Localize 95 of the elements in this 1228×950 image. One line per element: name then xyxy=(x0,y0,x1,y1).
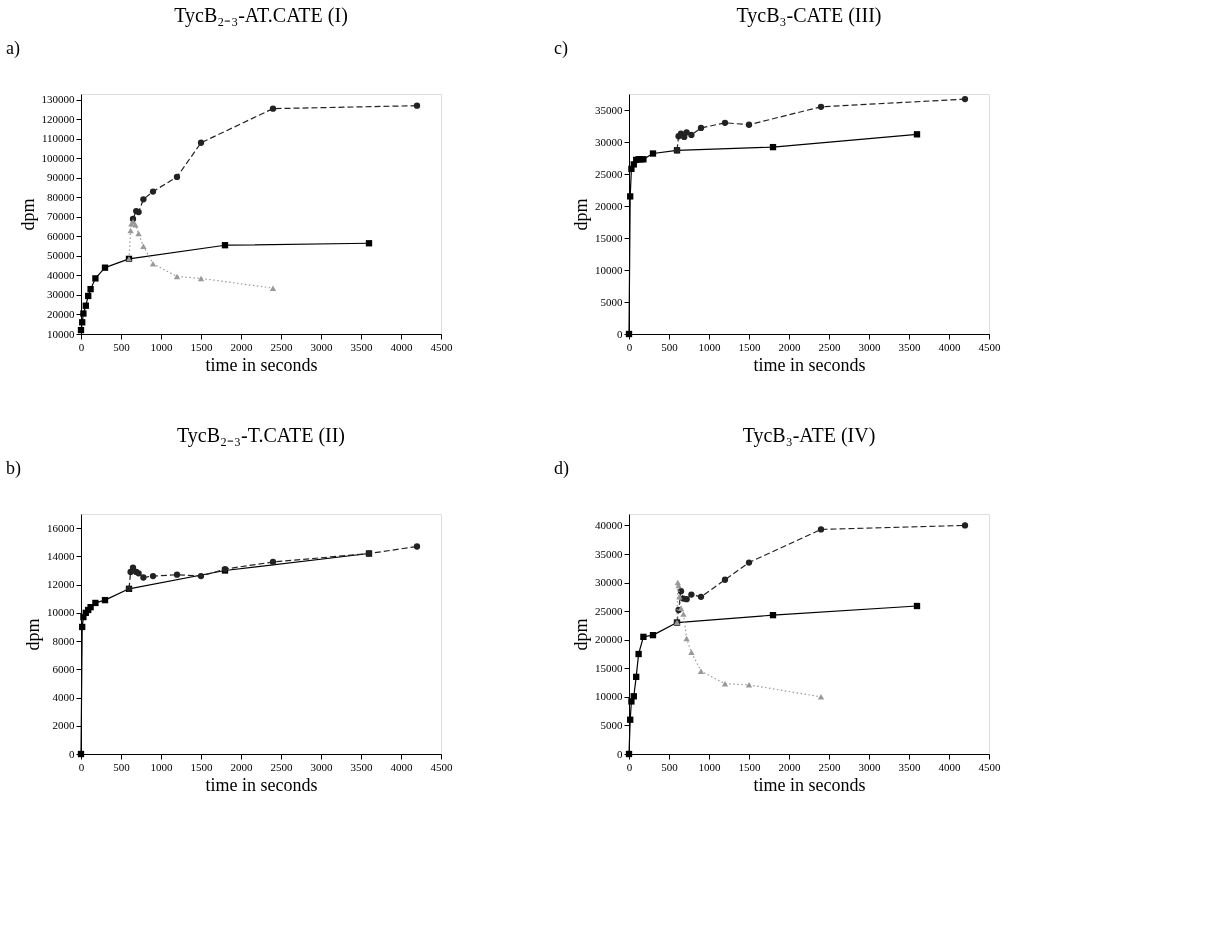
x-tick-label: 4000 xyxy=(390,760,413,773)
x-tick-label: 1500 xyxy=(190,760,213,773)
y-tick-label: 70000 xyxy=(47,210,75,223)
y-axis-title: dpm xyxy=(571,618,591,651)
x-tick-label: 4000 xyxy=(938,760,961,773)
x-tick-label: 4000 xyxy=(938,340,961,353)
y-tick-label: 0 xyxy=(617,747,623,760)
x-tick-label: 2500 xyxy=(270,340,293,353)
x-tick-label: 0 xyxy=(78,760,85,773)
text: d) xyxy=(554,458,569,479)
x-tick-label: 3500 xyxy=(350,340,373,353)
y-tick-label: 40000 xyxy=(47,268,75,281)
y-tick-label: 110000 xyxy=(41,132,75,145)
y-tick-label: 30000 xyxy=(595,135,623,148)
y-tick-label: 5000 xyxy=(600,718,623,731)
x-tick-label: 4500 xyxy=(978,760,1001,773)
x-tick-label: 4500 xyxy=(430,760,453,773)
chart-title: TycB₂₋₃-AT.CATE (I) xyxy=(174,4,348,27)
x-axis-title: time in seconds xyxy=(205,354,318,375)
x-tick-label: 0 xyxy=(626,340,633,353)
x-tick-label: 500 xyxy=(113,760,131,773)
y-tick-label: 40000 xyxy=(595,518,623,531)
y-tick-label: 20000 xyxy=(595,199,623,212)
x-tick-label: 4500 xyxy=(978,340,1001,353)
y-tick-label: 6000 xyxy=(52,662,75,675)
y-tick-label: 15000 xyxy=(595,661,623,674)
y-tick-label: 5000 xyxy=(600,295,623,308)
y-tick-label: 120000 xyxy=(41,112,75,125)
x-tick-label: 3000 xyxy=(310,340,333,353)
text: c) xyxy=(554,38,568,59)
y-tick-label: 35000 xyxy=(595,103,623,116)
y-tick-label: 80000 xyxy=(47,190,75,203)
y-tick-label: 20000 xyxy=(47,307,75,320)
y-tick-label: 25000 xyxy=(595,604,623,617)
x-axis-title: time in seconds xyxy=(205,774,318,795)
x-tick-label: 1500 xyxy=(738,760,761,773)
y-tick-label: 0 xyxy=(69,747,75,760)
x-tick-label: 2500 xyxy=(818,760,841,773)
x-tick-label: 3000 xyxy=(858,340,881,353)
y-tick-label: 90000 xyxy=(47,171,75,184)
x-tick-label: 0 xyxy=(626,760,633,773)
x-tick-label: 500 xyxy=(661,760,679,773)
y-tick-label: 10000 xyxy=(47,327,75,340)
y-tick-label: 2000 xyxy=(52,719,75,732)
x-tick-label: 1500 xyxy=(738,340,761,353)
x-axis-title: time in seconds xyxy=(753,774,866,795)
y-tick-label: 130000 xyxy=(41,93,75,106)
y-tick-label: 0 xyxy=(617,327,623,340)
y-tick-label: 10000 xyxy=(595,263,623,276)
x-tick-label: 1000 xyxy=(150,760,173,773)
x-tick-label: 3500 xyxy=(898,760,921,773)
x-tick-label: 2000 xyxy=(778,340,801,353)
y-tick-label: 25000 xyxy=(595,167,623,180)
x-tick-label: 4000 xyxy=(390,340,413,353)
chart-title: TycB₃-ATE (IV) xyxy=(742,424,876,447)
chart-title: TycB₂₋₃-T.CATE (II) xyxy=(176,424,346,447)
y-tick-label: 60000 xyxy=(47,229,75,242)
y-tick-label: 50000 xyxy=(47,249,75,262)
x-tick-label: 2000 xyxy=(778,760,801,773)
y-tick-label: 100000 xyxy=(41,151,75,164)
y-tick-label: 30000 xyxy=(47,288,75,301)
x-tick-label: 1000 xyxy=(698,340,721,353)
chart-title: TycB₃-CATE (III) xyxy=(736,4,882,27)
y-axis-title: dpm xyxy=(571,198,591,231)
y-tick-label: 10000 xyxy=(595,690,623,703)
text: b) xyxy=(6,458,21,479)
x-tick-label: 0 xyxy=(78,340,85,353)
x-tick-label: 3000 xyxy=(310,760,333,773)
x-tick-label: 2500 xyxy=(270,760,293,773)
y-tick-label: 4000 xyxy=(52,691,75,704)
x-tick-label: 3500 xyxy=(350,760,373,773)
x-tick-label: 2000 xyxy=(230,340,253,353)
y-tick-label: 8000 xyxy=(52,634,75,647)
y-tick-label: 20000 xyxy=(595,633,623,646)
x-tick-label: 3000 xyxy=(858,760,881,773)
x-tick-label: 4500 xyxy=(430,340,453,353)
x-tick-label: 500 xyxy=(661,340,679,353)
y-tick-label: 14000 xyxy=(47,549,75,562)
y-tick-label: 35000 xyxy=(595,547,623,560)
y-tick-label: 30000 xyxy=(595,576,623,589)
y-tick-label: 15000 xyxy=(595,231,623,244)
x-tick-label: 500 xyxy=(113,340,131,353)
x-tick-label: 1500 xyxy=(190,340,213,353)
text: a) xyxy=(6,38,20,59)
y-tick-label: 16000 xyxy=(47,521,75,534)
x-tick-label: 2000 xyxy=(230,760,253,773)
y-axis-title: dpm xyxy=(17,198,38,231)
x-tick-label: 1000 xyxy=(150,340,173,353)
y-tick-label: 10000 xyxy=(47,606,75,619)
y-tick-label: 12000 xyxy=(47,578,75,591)
x-axis-title: time in seconds xyxy=(753,354,866,375)
x-tick-label: 2500 xyxy=(818,340,841,353)
y-axis-title: dpm xyxy=(23,618,43,651)
x-tick-label: 1000 xyxy=(698,760,721,773)
x-tick-label: 3500 xyxy=(898,340,921,353)
